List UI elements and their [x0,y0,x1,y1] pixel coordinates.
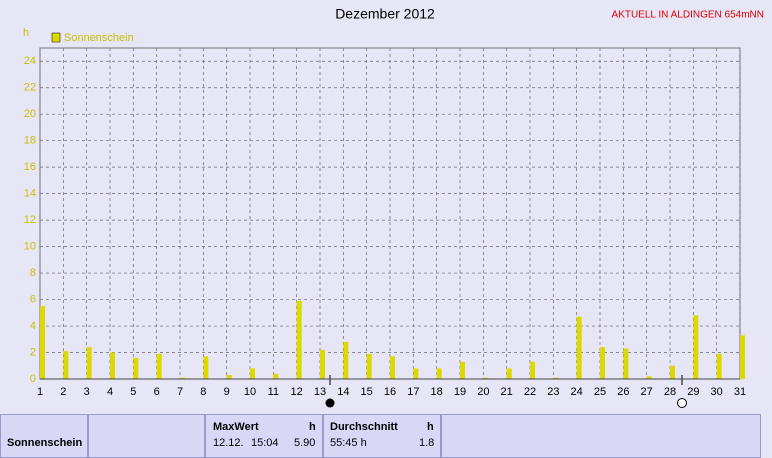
bar [133,357,139,379]
x-tick-label: 13 [314,386,326,398]
bar [320,349,325,379]
total: 55:45 h [330,437,367,449]
bar [670,365,675,379]
bar [740,335,745,379]
moon-icon [677,398,687,408]
y-tick-label: 8 [30,267,36,279]
y-tick-label: 18 [24,135,36,147]
bar [296,300,302,379]
y-tick-label: 2 [30,346,36,358]
x-tick-label: 29 [687,386,699,398]
bar [366,353,372,379]
x-tick-label: 3 [84,386,90,398]
y-tick-label: 22 [24,82,36,94]
bar [226,375,232,379]
y-tick-label: 10 [24,241,36,253]
bar [483,377,489,379]
x-tick-label: 22 [524,386,536,398]
bar [180,377,185,379]
bar [390,356,395,379]
bar [506,368,512,379]
y-tick-label: 12 [24,214,36,226]
bar [86,347,92,379]
legend-swatch [51,32,61,43]
bar [530,361,535,379]
bar [110,352,115,379]
x-tick-label: 6 [154,386,160,398]
x-tick-label: 26 [617,386,629,398]
value: 5.90 [294,437,316,449]
table-cell [88,414,205,458]
y-tick-label: 4 [30,320,36,332]
chart: Dezember 2012 AKTUELL IN ALDINGEN 654mNN… [23,6,764,408]
y-tick-label: 24 [24,55,36,67]
y-tick-label: 20 [24,108,36,120]
legend-label: Sonnenschein [64,32,134,44]
table-cell [0,414,88,458]
x-tick-label: 17 [407,386,419,398]
bar [413,368,419,379]
x-tick-label: 8 [200,386,206,398]
bar [553,377,559,379]
x-tick-label: 9 [224,386,230,398]
x-tick-label: 4 [107,386,113,398]
date: 12.12. [213,437,244,449]
moon-icon [325,398,335,408]
chart-title: Dezember 2012 [335,6,435,22]
x-tick-label: 12 [291,386,303,398]
table-cell [205,414,323,458]
value: 1.8 [419,437,435,449]
y-tick-label: 16 [24,161,36,173]
bar [646,376,652,379]
table-cell [441,414,761,458]
bar [693,315,699,379]
bar [250,368,255,379]
bar [623,348,629,379]
x-tick-label: 27 [641,386,653,398]
x-tick-label: 23 [547,386,559,398]
x-tick-label: 30 [711,386,723,398]
x-tick-label: 20 [477,386,489,398]
x-tick-label: 24 [571,386,583,398]
x-tick-label: 14 [337,386,349,398]
bar [576,316,582,379]
time: 15:04 [251,437,279,449]
y-tick-label: 6 [30,293,36,305]
x-tick-label: 2 [60,386,66,398]
x-tick-label: 25 [594,386,606,398]
bar [343,341,349,379]
unit: h [309,421,316,433]
bar [203,356,209,379]
bar [600,347,605,379]
x-tick-label: 10 [244,386,256,398]
x-tick-label: 16 [384,386,396,398]
row-label: Sonnenschein [7,437,83,449]
x-tick-label: 28 [664,386,676,398]
x-tick-label: 11 [268,386,279,398]
bar [460,361,465,379]
y-tick-label: 14 [24,188,36,200]
x-tick-label: 19 [454,386,466,398]
column-header: Durchschnitt [330,421,398,433]
x-tick-label: 18 [431,386,443,398]
bar [273,373,279,379]
column-header: MaxWert [213,421,259,433]
x-tick-label: 1 [37,386,43,398]
bar [716,353,722,379]
x-tick-label: 15 [361,386,373,398]
x-tick-label: 31 [734,386,746,398]
unit: h [427,421,434,433]
bar [436,368,442,379]
bar [156,353,162,379]
bar [63,351,69,379]
x-tick-label: 5 [130,386,136,398]
subtitle: AKTUELL IN ALDINGEN 654mNN [612,10,764,21]
bar [40,306,45,379]
y-axis-label: h [23,27,29,39]
y-tick-label: 0 [30,373,36,385]
x-tick-label: 7 [177,386,183,398]
x-tick-label: 21 [501,386,513,398]
